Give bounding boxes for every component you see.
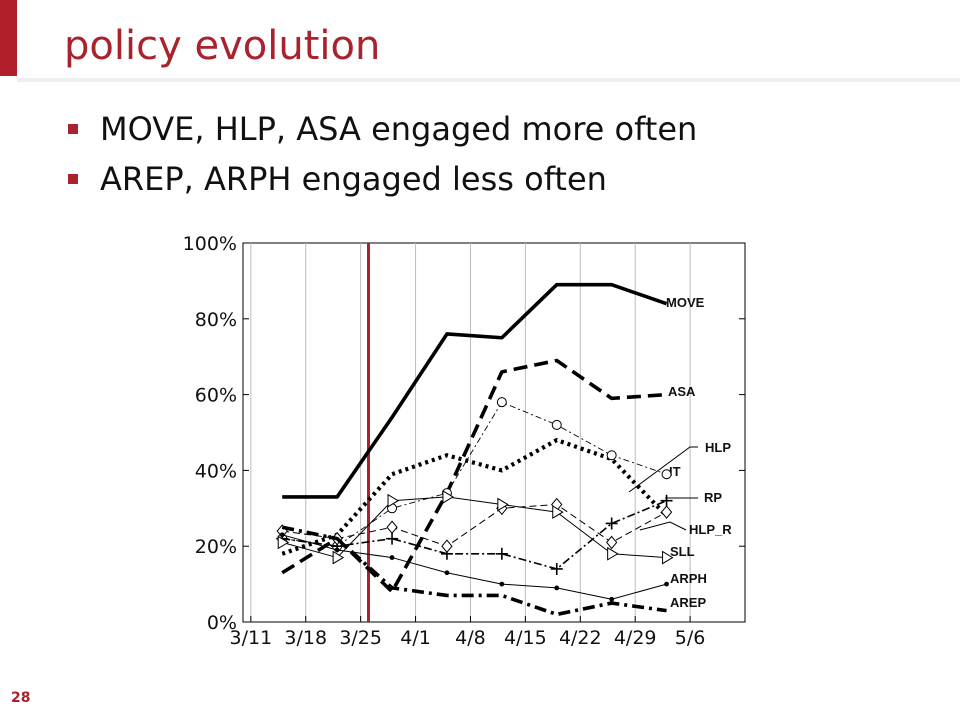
data-point — [554, 585, 560, 591]
label-leader-line — [628, 446, 698, 493]
x-tick-label: 4/15 — [504, 627, 547, 649]
data-point — [496, 397, 507, 408]
data-point — [607, 546, 619, 561]
series-label: HLP_R — [689, 522, 732, 537]
slide-number: 28 — [11, 690, 31, 706]
data-point — [442, 490, 454, 504]
data-point — [497, 497, 509, 512]
data-point — [664, 581, 669, 587]
data-point — [334, 547, 340, 553]
y-tick-label: 100% — [183, 233, 237, 255]
y-tick-label: 0% — [207, 612, 237, 634]
data-point — [662, 550, 674, 565]
data-point — [277, 535, 290, 550]
data-point — [499, 581, 505, 587]
label-leader-line — [639, 521, 687, 531]
title-divider — [17, 78, 960, 82]
y-tick-label: 40% — [195, 460, 237, 482]
x-tick-label: 3/11 — [230, 627, 273, 649]
series-move: MOVE — [282, 282, 705, 499]
series-it: IT — [282, 401, 681, 547]
series-hlp: HLP — [281, 437, 731, 556]
data-point — [444, 570, 450, 576]
x-tick-label: 4/22 — [559, 627, 602, 649]
series-arph: ARPH — [282, 534, 707, 600]
x-tick-label: 5/6 — [675, 627, 706, 649]
data-point — [279, 532, 285, 538]
title-accent-bar — [0, 0, 17, 76]
x-tick-label: 3/18 — [284, 627, 327, 649]
bullet-list: MOVE, HLP, ASA engaged more often AREP, … — [68, 104, 697, 204]
data-point — [386, 532, 399, 545]
series-arep: AREP — [281, 525, 706, 617]
data-point — [606, 535, 618, 550]
series-label: RP — [704, 490, 722, 505]
data-point — [660, 494, 673, 507]
series-line — [281, 525, 667, 617]
y-tick-label: 60% — [195, 385, 237, 407]
x-tick-label: 4/1 — [400, 627, 431, 649]
data-point — [605, 517, 618, 530]
bullet-text: MOVE, HLP, ASA engaged more often — [100, 110, 698, 148]
series-label: HLP — [705, 440, 731, 455]
series-label: SLL — [670, 544, 695, 559]
x-tick-label: 4/29 — [614, 627, 657, 649]
data-point — [332, 550, 345, 565]
x-tick-label: 3/25 — [339, 627, 382, 649]
data-point — [606, 450, 617, 461]
series-label: ASA — [668, 384, 696, 399]
y-tick-label: 80% — [195, 309, 237, 331]
series-label: IT — [669, 464, 681, 479]
square-bullet-icon — [68, 124, 78, 134]
series-label: ARPH — [670, 571, 707, 586]
data-point — [551, 419, 562, 430]
data-point — [550, 562, 563, 575]
slide-title: policy evolution — [64, 23, 381, 69]
series-line — [281, 437, 669, 556]
series-line — [281, 358, 667, 594]
plot-area — [242, 242, 746, 623]
data-point — [552, 505, 564, 519]
data-point — [661, 469, 672, 480]
y-tick-label: 20% — [195, 536, 237, 558]
series-asa: ASA — [281, 358, 696, 594]
x-tick-label: 4/8 — [455, 627, 486, 649]
series-line — [282, 401, 667, 547]
data-point — [495, 547, 508, 560]
data-point — [386, 520, 398, 535]
data-point — [387, 493, 400, 508]
data-point — [389, 555, 395, 560]
data-point — [660, 505, 673, 519]
bullet-item: AREP, ARPH engaged less often — [68, 154, 697, 204]
data-point — [609, 596, 615, 602]
series-label: AREP — [670, 595, 706, 610]
series-line — [282, 534, 667, 600]
square-bullet-icon — [68, 174, 78, 184]
series-label: MOVE — [666, 295, 705, 310]
series-line — [282, 282, 668, 499]
series-hlp-r: HLP_R — [282, 504, 732, 547]
series-line — [282, 504, 667, 547]
data-point — [441, 539, 453, 553]
title-band — [17, 0, 960, 80]
bullet-item: MOVE, HLP, ASA engaged more often — [68, 104, 697, 154]
bullet-text: AREP, ARPH engaged less often — [100, 160, 607, 198]
